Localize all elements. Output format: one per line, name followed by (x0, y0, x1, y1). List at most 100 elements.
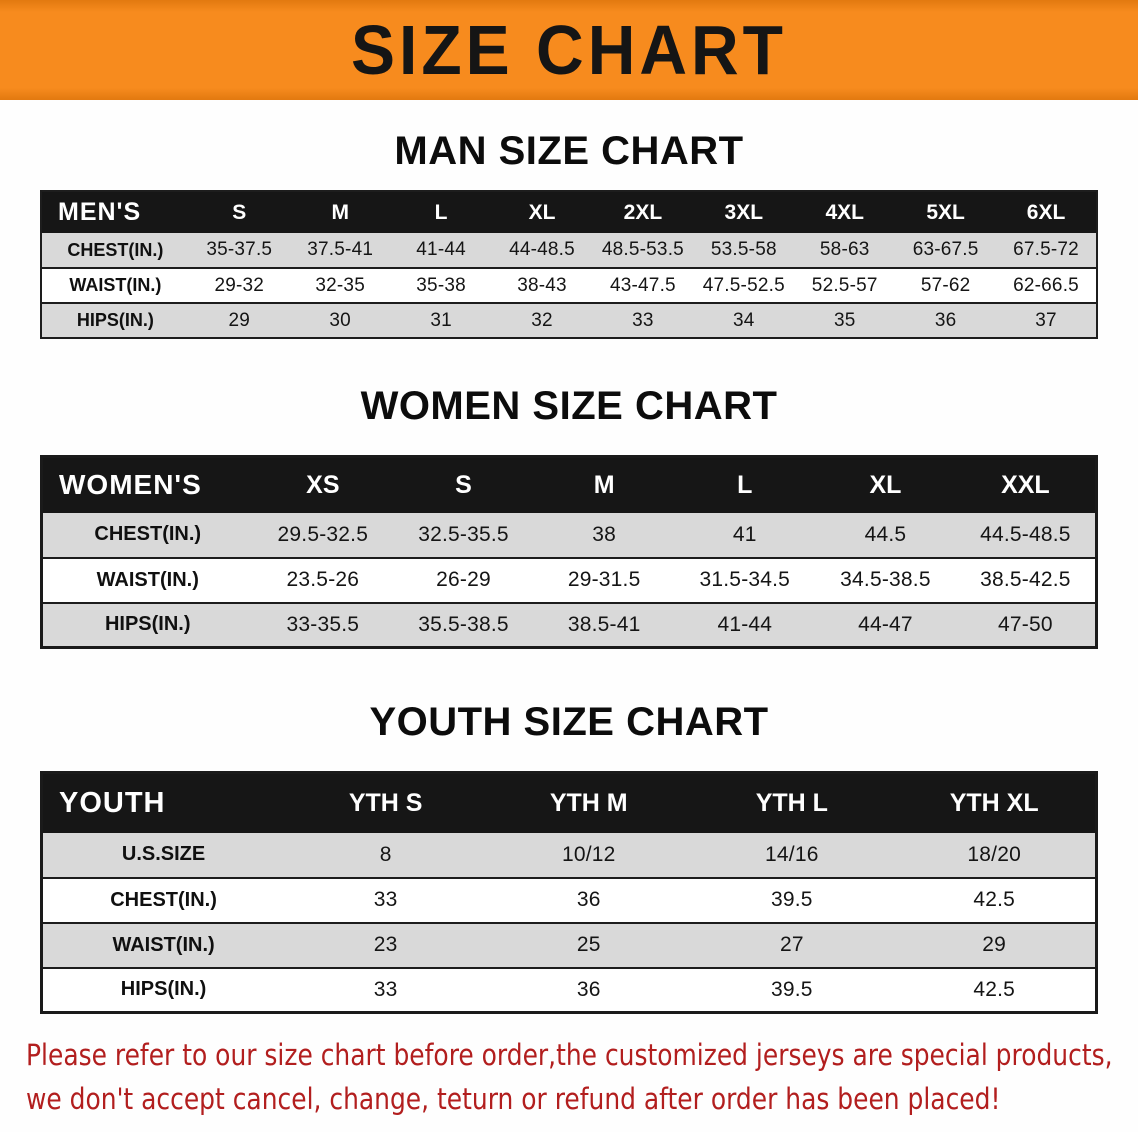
size-column-header: 4XL (794, 191, 896, 233)
size-column-header: S (188, 191, 290, 233)
header-row: MEN'S S M L XL 2XL 3XL 4XL 5XL 6XL (41, 191, 1097, 233)
notice-line-2: we don't accept cancel, change, teturn o… (26, 1081, 1001, 1116)
size-value-cell: 39.5 (770, 888, 813, 911)
size-value-cell: 10/12 (561, 842, 616, 866)
measurement-label: CHEST(IN.) (110, 888, 217, 911)
size-value-cell: 35.5-38.5 (418, 612, 509, 636)
size-value-cell: 44.5 (864, 522, 907, 546)
size-value-cell: 41 (732, 522, 757, 546)
measurement-label: WAIST(IN.) (96, 568, 199, 591)
size-value-cell: 43-47.5 (609, 274, 676, 296)
size-value-cell: 36 (934, 309, 957, 331)
size-value-cell: 35-37.5 (206, 239, 273, 260)
women-section-heading: WOMEN SIZE CHART (360, 384, 778, 428)
size-value-cell: 29 (982, 933, 1007, 956)
size-value-cell: 35 (833, 309, 856, 331)
size-value-cell: 37.5-41 (307, 239, 374, 260)
size-column-header: 6XL (996, 191, 1097, 233)
size-value-cell: 42.5 (973, 977, 1016, 1001)
table-corner-label: MEN'S (41, 191, 189, 233)
size-column-header: XS (252, 456, 394, 513)
size-value-cell: 33 (373, 888, 398, 911)
size-value-cell: 58-63 (819, 239, 870, 260)
size-value-cell: 38-43 (517, 274, 567, 296)
size-value-cell: 18/20 (967, 842, 1021, 866)
measurement-label: WAIST(IN.) (112, 933, 215, 956)
size-value-cell: 36 (576, 977, 601, 1001)
size-value-cell: 25 (576, 933, 601, 956)
size-value-cell: 33 (632, 309, 654, 331)
banner: SIZE CHART (0, 0, 1138, 100)
size-value-cell: 48.5-53.5 (601, 239, 684, 260)
size-value-cell: 23.5-26 (286, 568, 360, 591)
size-value-cell: 34.5-38.5 (840, 568, 931, 591)
table-row: CHEST(IN.) 29.5-32.5 32.5-35.5 38 41 44.5 44.5… (41, 512, 1097, 558)
table-row: WAIST(IN.) 23.5-26 26-29 29-31.5 31.5-34.5 34… (41, 557, 1097, 603)
size-value-cell: 42.5 (973, 888, 1016, 911)
men-size-table: MEN'S S M L XL 2XL 3XL 4XL 5XL 6XL CHEST(IN.) 35-37… (40, 190, 1098, 339)
size-value-cell: 32-35 (315, 274, 365, 296)
table-row: HIPS(IN.) 33-35.5 35.5-38.5 38.5-41 41-44 44-… (41, 602, 1097, 648)
size-value-cell: 23 (373, 933, 398, 956)
men-size-section: MAN SIZE CHART MEN'S S M L XL 2XL 3XL 4XL 5XL 6XL… (0, 128, 1138, 339)
table-row: CHEST(IN.) 33 36 39.5 42.5 (41, 877, 1097, 923)
size-column-header: XL (815, 456, 956, 513)
size-value-cell: 41-44 (717, 612, 773, 636)
table-row: HIPS(IN.) 29 30 31 32 33 34 35 36 37 (41, 303, 1097, 338)
size-column-header: S (393, 456, 534, 513)
measurement-label: U.S.SIZE (121, 843, 206, 865)
table-corner-label: WOMEN'S (41, 456, 253, 513)
size-value-cell: 67.5-72 (1013, 239, 1079, 260)
size-value-cell: 33-35.5 (286, 612, 360, 636)
size-value-cell: 44.5-48.5 (980, 522, 1071, 546)
size-value-cell: 38.5-41 (567, 612, 641, 636)
table-corner-label: YOUTH (41, 772, 285, 833)
size-value-cell: 27 (779, 933, 804, 956)
size-column-header: L (390, 191, 492, 233)
measurement-label: HIPS(IN.) (76, 310, 154, 330)
women-size-table: WOMEN'S XS S M L XL XXL CHEST(IN.) 29.5-32.5 32.5… (40, 455, 1098, 649)
size-value-cell: 8 (379, 842, 392, 866)
size-value-cell: 39.5 (770, 977, 813, 1001)
size-value-cell: 14/16 (765, 842, 819, 866)
size-column-header: YTH XL (893, 772, 1097, 833)
measurement-label: CHEST(IN.) (94, 523, 202, 545)
size-value-cell: 44-47 (858, 612, 913, 636)
measurement-label: WAIST(IN.) (69, 275, 162, 295)
size-value-cell: 30 (329, 309, 351, 331)
size-value-cell: 29-31.5 (567, 568, 641, 591)
size-value-cell: 57-62 (920, 274, 971, 296)
measurement-label: HIPS(IN.) (104, 613, 191, 636)
size-value-cell: 29 (228, 309, 251, 331)
size-column-header: 5XL (895, 191, 997, 233)
size-value-cell: 44-48.5 (509, 239, 575, 260)
size-value-cell: 63-67.5 (912, 239, 979, 260)
table-row: HIPS(IN.) 33 36 39.5 42.5 (41, 967, 1097, 1013)
size-column-header: M (289, 191, 391, 233)
size-value-cell: 41-44 (416, 239, 466, 260)
size-value-cell: 36 (576, 888, 601, 911)
size-value-cell: 38.5-42.5 (980, 568, 1071, 591)
measurement-label: CHEST(IN.) (67, 239, 164, 260)
size-value-cell: 26-29 (436, 568, 491, 591)
size-value-cell: 53.5-58 (710, 239, 777, 260)
table-row: WAIST(IN.) 23 25 27 29 (41, 922, 1097, 968)
size-column-header: YTH M (487, 772, 691, 833)
measurement-label: HIPS(IN.) (120, 978, 207, 1001)
table-row: CHEST(IN.) 35-37.5 37.5-41 41-44 44-48.5 48.5… (41, 233, 1097, 268)
size-value-cell: 29-32 (214, 274, 265, 296)
size-column-header: YTH L (690, 772, 894, 833)
size-value-cell: 32 (531, 309, 553, 331)
size-value-cell: 31 (430, 309, 452, 331)
size-value-cell: 38 (592, 522, 617, 546)
table-row: U.S.SIZE 8 10/12 14/16 18/20 (41, 832, 1097, 878)
size-value-cell: 37 (1035, 309, 1057, 331)
size-value-cell: 32.5-35.5 (418, 522, 509, 546)
size-value-cell: 52.5-57 (811, 274, 878, 296)
youth-size-section: YOUTH SIZE CHART YOUTH YTH S YTH M YTH L YTH… (0, 699, 1138, 1014)
page-title: SIZE CHART (351, 11, 787, 89)
size-column-header: XXL (955, 456, 1097, 513)
women-size-section: WOMEN SIZE CHART WOMEN'S XS S M L XL XXL CHEST(… (0, 383, 1138, 649)
youth-section-heading: YOUTH SIZE CHART (369, 700, 769, 744)
